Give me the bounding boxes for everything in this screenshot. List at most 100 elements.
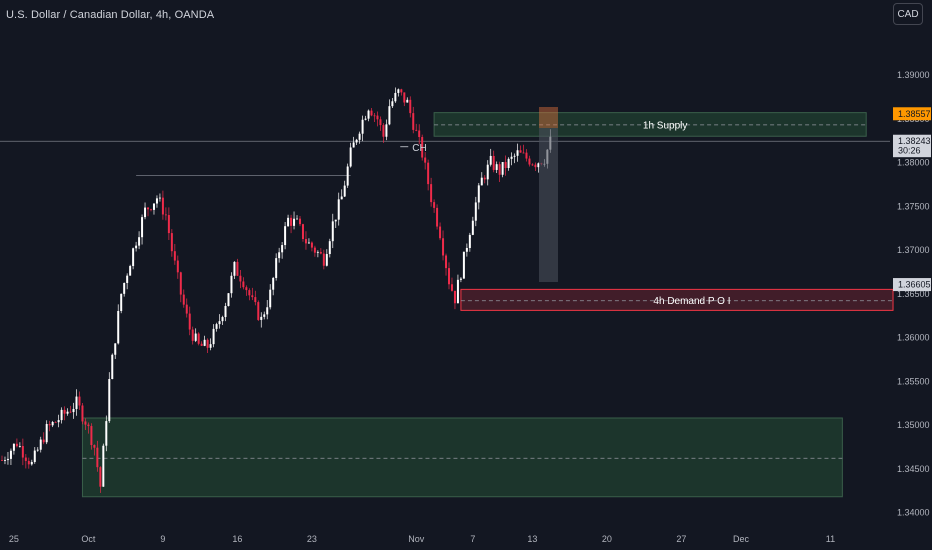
candle <box>150 208 152 212</box>
y-tick-label: 1.37500 <box>897 201 930 211</box>
candle <box>117 304 120 345</box>
candle <box>144 202 147 220</box>
candle-body <box>415 129 418 131</box>
candle-body <box>367 110 370 119</box>
candle-body <box>138 237 141 246</box>
candle-body <box>403 92 406 103</box>
candle-body <box>522 152 525 154</box>
candle-body <box>477 185 480 203</box>
candle-body <box>27 460 30 465</box>
candle-body <box>1 460 3 461</box>
x-tick-label: 16 <box>232 534 242 544</box>
candle <box>132 247 135 270</box>
candle <box>331 213 334 249</box>
candle-body <box>161 197 164 215</box>
candle <box>337 192 340 226</box>
candle <box>248 288 251 301</box>
zone-demand-1[interactable] <box>460 288 894 311</box>
candle-body <box>355 139 358 143</box>
candle <box>364 115 367 121</box>
x-tick-label: 20 <box>602 534 612 544</box>
currency-button[interactable]: CAD <box>893 3 923 25</box>
candle-body <box>173 251 176 261</box>
candle-body <box>114 343 117 355</box>
position-tool-box[interactable] <box>539 128 558 282</box>
candle <box>495 161 498 174</box>
candle <box>218 314 221 329</box>
candle <box>486 160 489 186</box>
candle <box>394 87 397 103</box>
candle <box>141 214 144 245</box>
candle-body <box>474 202 477 221</box>
candle <box>534 162 537 172</box>
candle <box>266 300 269 320</box>
candle-body <box>72 408 75 413</box>
candle <box>406 97 409 103</box>
candle-body <box>188 313 191 330</box>
candle <box>483 175 486 184</box>
candle-body <box>418 130 421 138</box>
candle-body <box>299 218 301 225</box>
candle <box>230 272 233 298</box>
candle <box>477 182 480 210</box>
candle <box>340 189 343 200</box>
candle-body <box>221 317 224 322</box>
candle <box>439 222 442 241</box>
candle-body <box>334 219 337 222</box>
candle-body <box>459 278 462 280</box>
candle-body <box>236 261 239 276</box>
candle-body <box>170 233 173 252</box>
candle <box>355 138 358 146</box>
price-label-text: 1.38243 <box>898 136 931 146</box>
candle-body <box>126 275 129 283</box>
position-risk-box[interactable] <box>539 107 558 128</box>
candle <box>200 341 203 347</box>
candle-body <box>471 220 474 235</box>
candle-body <box>239 275 242 282</box>
candle <box>72 402 75 419</box>
candle-body <box>158 197 161 199</box>
candle <box>379 116 382 131</box>
candle <box>370 108 373 117</box>
candle-body <box>233 261 236 276</box>
candle <box>468 232 471 252</box>
zone-supply-2[interactable] <box>81 417 843 498</box>
candle <box>69 405 72 414</box>
x-tick-label: 11 <box>826 534 835 544</box>
candle <box>84 418 87 431</box>
zone-label: 1h Supply <box>643 120 687 131</box>
price-label-text: 30:26 <box>898 146 921 156</box>
candle <box>48 420 51 432</box>
candle <box>15 438 18 448</box>
y-tick-label: 1.36500 <box>897 289 930 299</box>
candle-body <box>325 254 328 266</box>
candle <box>9 448 12 466</box>
price-label-level: 1.36605 <box>893 278 931 292</box>
candle-body <box>54 421 57 423</box>
candle <box>242 277 245 290</box>
candle-body <box>120 293 123 311</box>
candle <box>227 292 230 307</box>
candle <box>492 150 495 173</box>
candle <box>18 442 21 448</box>
candle <box>322 249 325 270</box>
time-axis[interactable]: 25 Oct 9 16 23 Nov 7 13 20 27 Dec 11 <box>9 534 835 544</box>
candle <box>30 459 33 466</box>
candle-body <box>361 119 364 134</box>
candle <box>21 438 24 466</box>
candle-body <box>164 214 167 216</box>
candle-body <box>328 241 331 255</box>
candle-body <box>266 307 269 315</box>
candle <box>448 262 450 290</box>
candle <box>12 443 15 455</box>
candle-body <box>102 445 105 487</box>
candle <box>501 162 504 178</box>
candle-body <box>319 251 322 254</box>
candle <box>138 231 141 250</box>
candle <box>167 207 170 241</box>
candle <box>513 153 516 164</box>
candle-body <box>450 284 453 291</box>
candle <box>135 241 138 252</box>
candle <box>433 199 436 213</box>
